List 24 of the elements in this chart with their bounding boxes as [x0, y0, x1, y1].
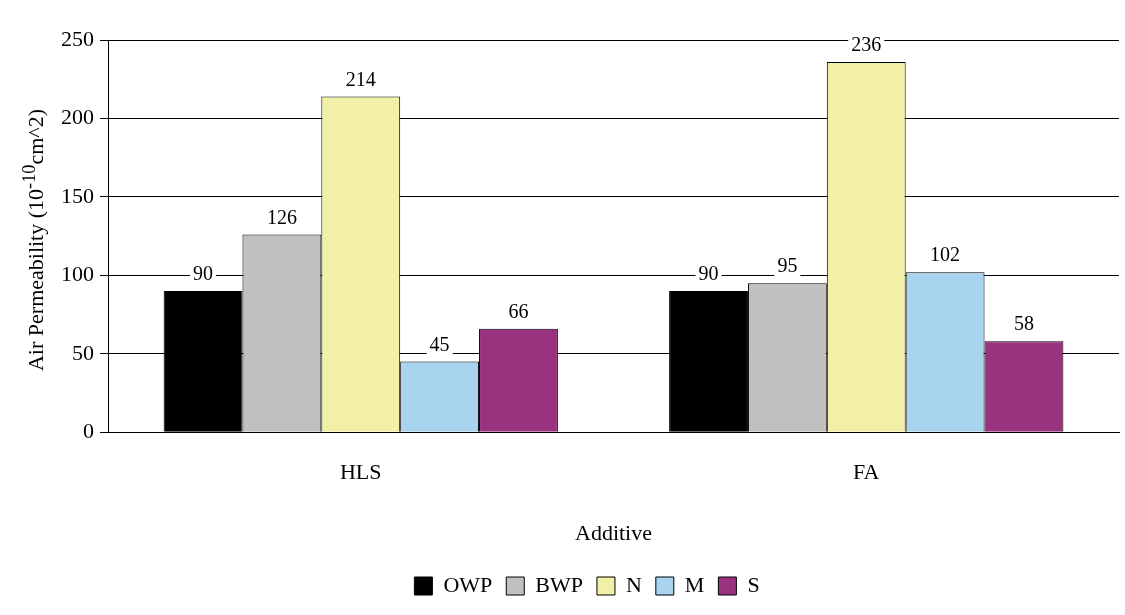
- y-tick-label: 100: [61, 261, 94, 287]
- data-label: 102: [930, 243, 961, 266]
- y-tick-label: 250: [61, 25, 94, 51]
- data-label: 95: [777, 254, 798, 277]
- y-tick-label: 0: [83, 417, 94, 443]
- data-label: 58: [1013, 312, 1034, 335]
- data-label: 126: [266, 205, 297, 228]
- y-tick-label: 50: [72, 339, 94, 365]
- y-tick-label: 150: [61, 182, 94, 208]
- y-tick-label: 200: [61, 104, 94, 130]
- data-label: 90: [698, 262, 719, 285]
- data-label: 45: [429, 332, 450, 355]
- legend-label: BWP: [535, 571, 583, 597]
- data-label: 90: [193, 262, 214, 285]
- legend-label: N: [625, 571, 642, 597]
- x-tick-label: FA: [853, 459, 880, 485]
- data-label: 236: [851, 33, 882, 56]
- data-label: 66: [508, 299, 529, 322]
- legend-label: S: [747, 571, 760, 597]
- legend-label: OWP: [443, 571, 493, 597]
- x-tick-label: HLS: [339, 459, 382, 485]
- x-axis-title: Additive: [575, 519, 652, 545]
- legend-label: M: [684, 571, 705, 597]
- data-label: 214: [345, 67, 376, 90]
